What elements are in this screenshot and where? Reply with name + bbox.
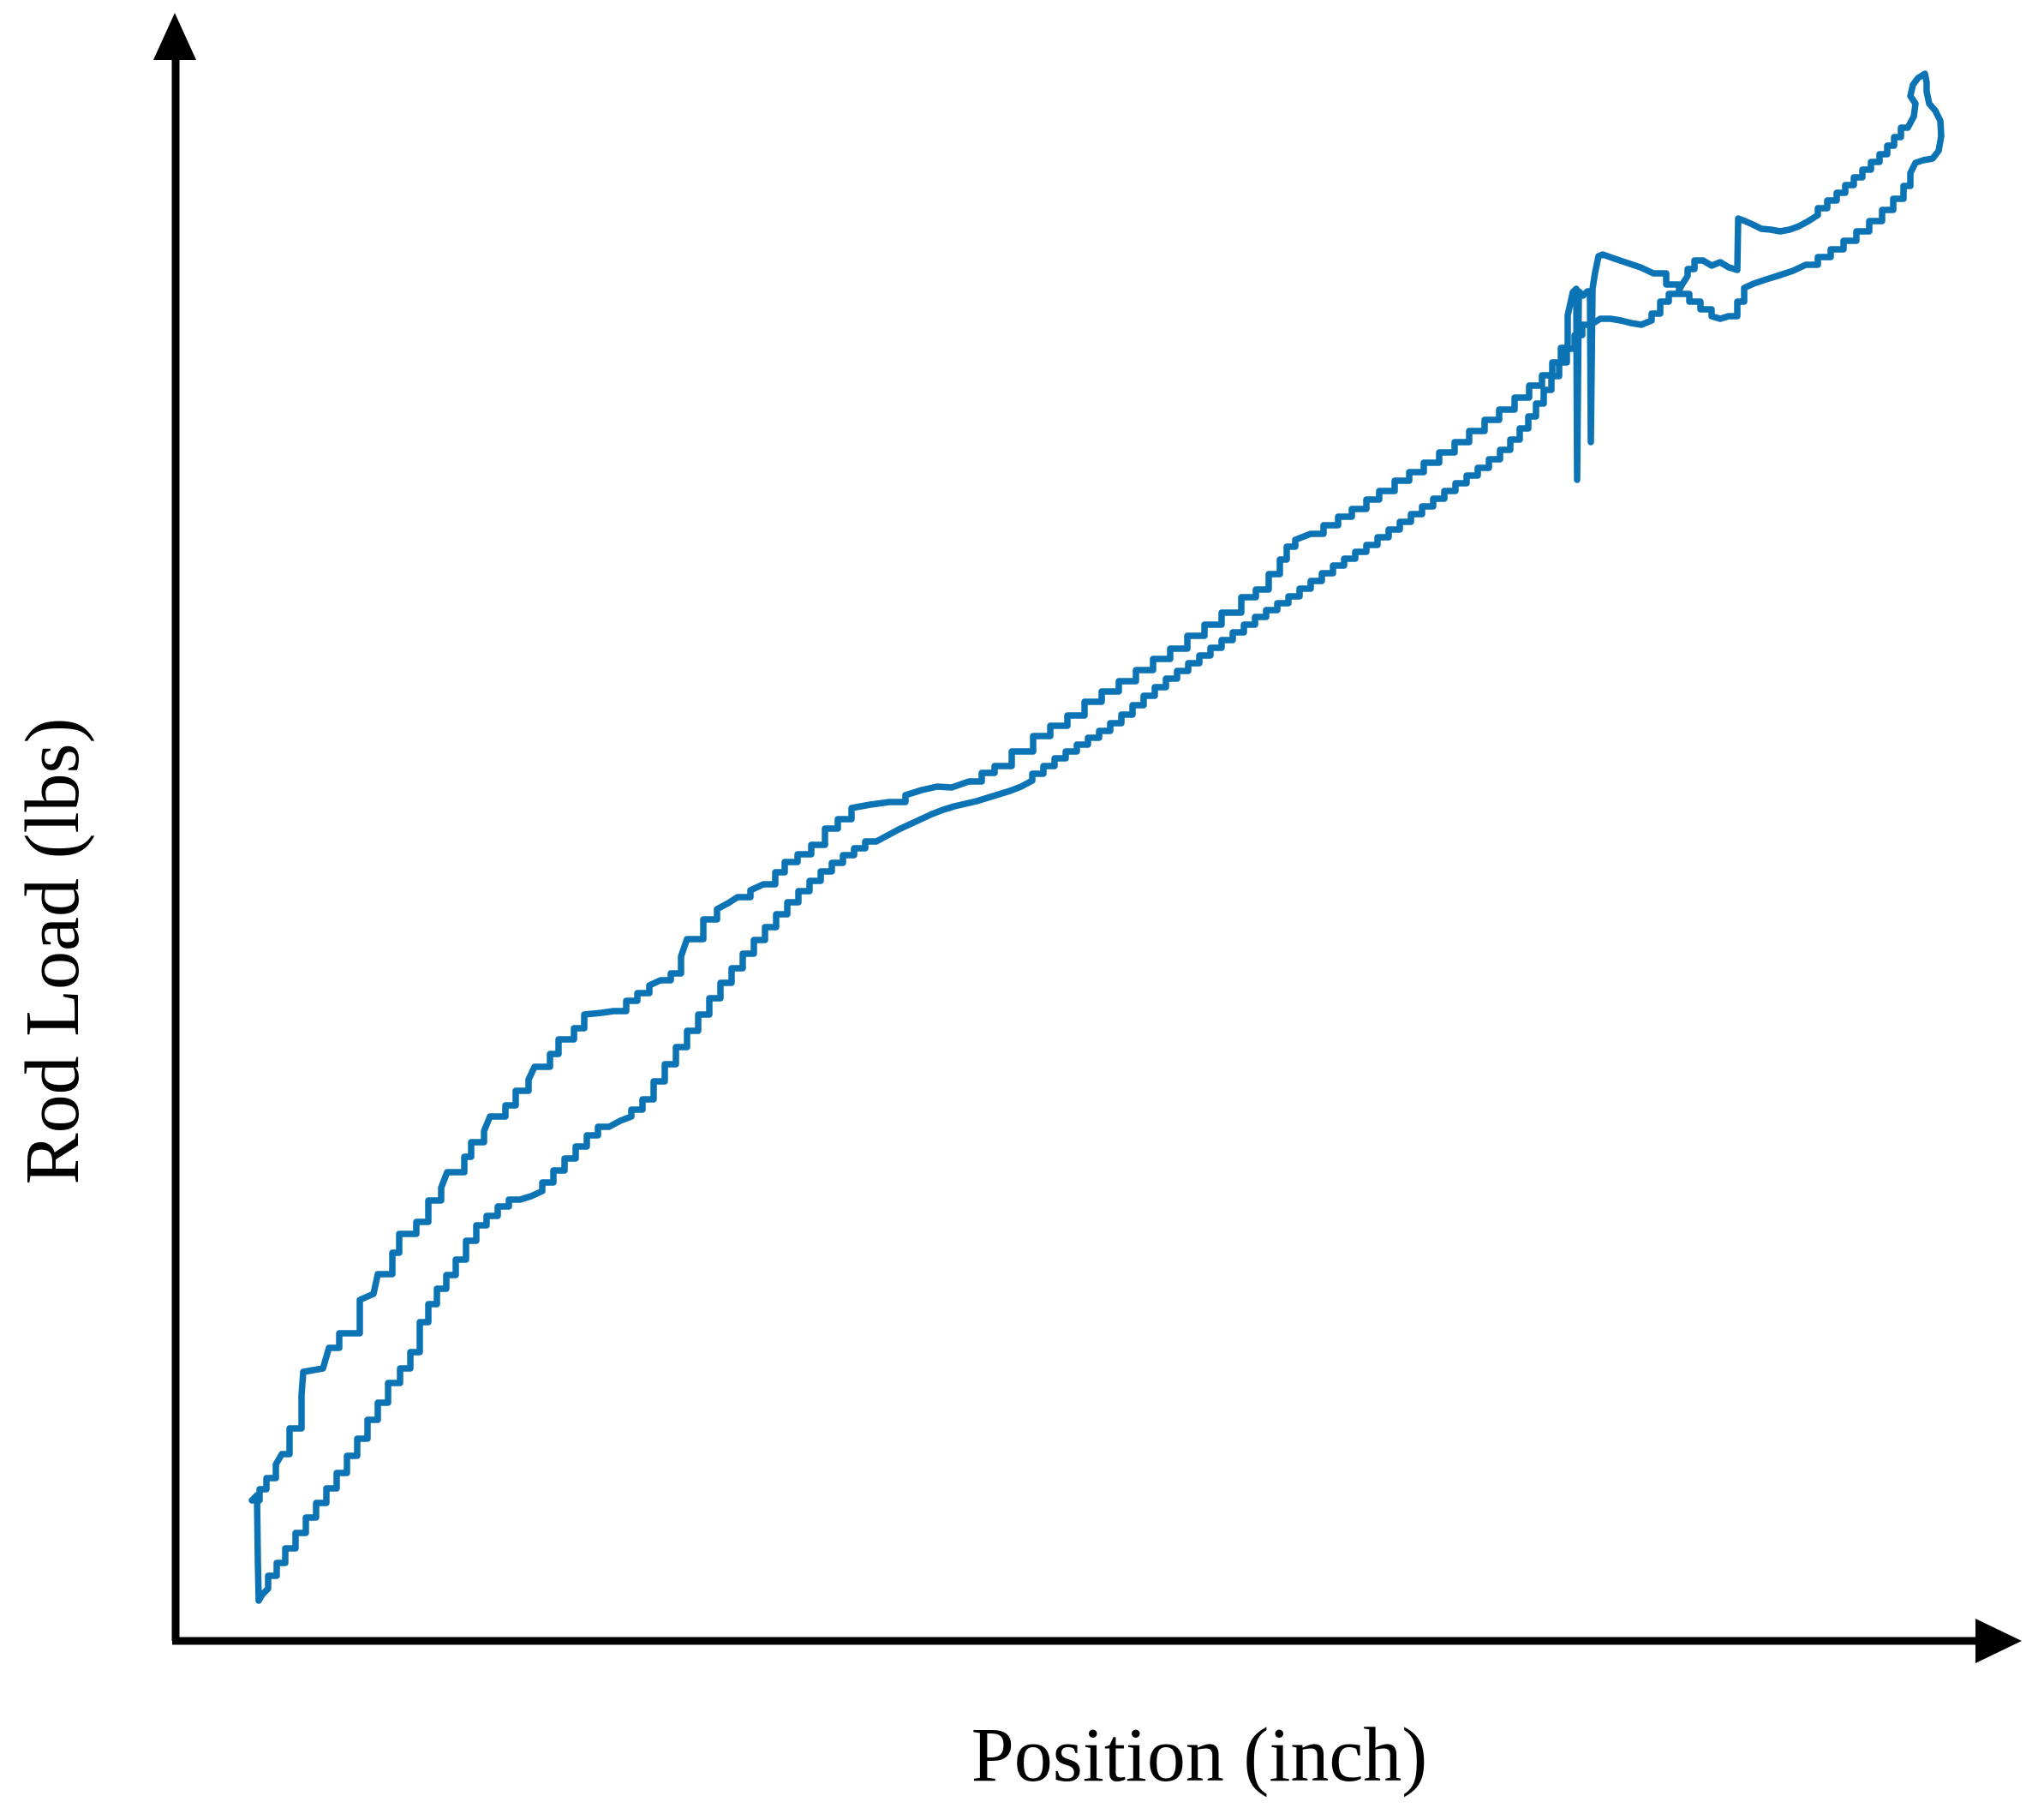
x-axis-label: Position (inch)	[971, 1713, 1428, 1798]
data-curve	[248, 70, 1945, 1604]
x-axis-arrow-icon	[1975, 1619, 2022, 1663]
y-axis-label: Rod Load (lbs)	[10, 717, 95, 1185]
y-axis-arrow-icon	[153, 13, 196, 60]
